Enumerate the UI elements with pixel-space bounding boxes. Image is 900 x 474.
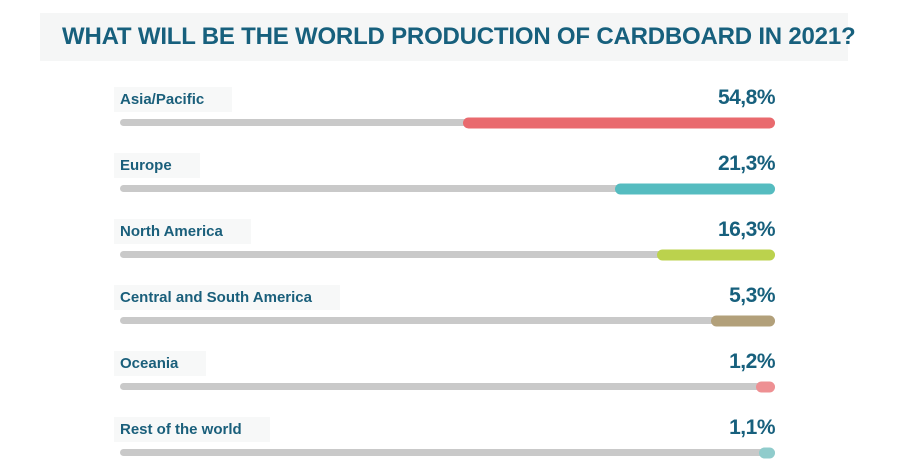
bar-row-europe: Europe 21,3%	[114, 152, 776, 194]
bar-fill	[615, 183, 775, 194]
bar-row-central-south-america: Central and South America 5,3%	[114, 284, 775, 326]
bar-row-rest-of-world: Rest of the world 1,1%	[114, 416, 775, 458]
bar-fill	[657, 249, 775, 260]
bar-track	[120, 447, 775, 458]
bar-track	[120, 183, 775, 194]
bar-fill	[463, 117, 775, 128]
bar-label: Rest of the world	[114, 417, 270, 442]
bar-fill	[710, 315, 775, 326]
bar-label: Central and South America	[114, 285, 340, 310]
bar-label: Asia/Pacific	[114, 87, 233, 112]
bar-value: 5,3%	[729, 284, 775, 307]
bar-value: 21,3%	[717, 152, 776, 175]
bar-row-asia-pacific: Asia/Pacific 54,8%	[114, 86, 776, 128]
bar-track	[120, 249, 775, 260]
bar-row-north-america: North America 16,3%	[114, 218, 776, 260]
bar-label: Europe	[114, 153, 200, 178]
bar-track	[120, 381, 775, 392]
bar-track	[120, 315, 775, 326]
title-band: WHAT WILL BE THE WORLD PRODUCTION OF CAR…	[40, 13, 856, 61]
bar-fill	[758, 447, 775, 458]
bar-rows: Asia/Pacific 54,8% Europe 21,3% North Am…	[114, 86, 776, 474]
bar-label: Oceania	[114, 351, 207, 376]
bar-track	[120, 117, 775, 128]
page-title: WHAT WILL BE THE WORLD PRODUCTION OF CAR…	[62, 23, 856, 50]
bar-fill	[756, 381, 775, 392]
bar-value: 54,8%	[717, 86, 776, 109]
bar-value: 16,3%	[717, 218, 776, 241]
bar-row-oceania: Oceania 1,2%	[114, 350, 775, 392]
bar-value: 1,1%	[729, 416, 775, 439]
bar-value: 1,2%	[729, 350, 775, 373]
bar-label: North America	[114, 219, 251, 244]
